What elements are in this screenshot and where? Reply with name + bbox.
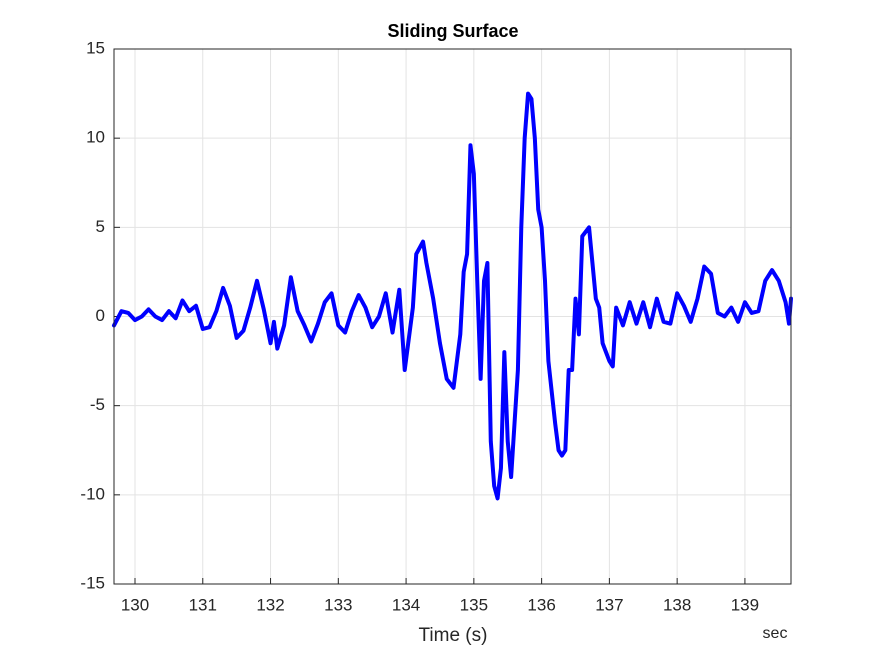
y-tick-label: -10 <box>80 484 105 503</box>
annotation: sec <box>763 625 788 642</box>
x-tick-label: 135 <box>460 595 488 614</box>
y-tick-label: -15 <box>80 573 105 592</box>
y-tick-label: 15 <box>86 38 105 57</box>
x-tick-label: 138 <box>663 595 691 614</box>
x-tick-label: 134 <box>392 595 420 614</box>
y-tick-label: 10 <box>86 128 105 147</box>
x-tick-label: 130 <box>121 595 149 614</box>
x-tick-label: 137 <box>595 595 623 614</box>
axes-box <box>113 48 792 585</box>
x-tick-label: 131 <box>189 595 217 614</box>
x-tick-label: 139 <box>731 595 759 614</box>
x-tick-label: 136 <box>527 595 555 614</box>
y-tick-label: 5 <box>96 217 105 236</box>
data-line <box>112 91 793 501</box>
x-tick-label: 133 <box>324 595 352 614</box>
chart-title: Sliding Surface <box>387 21 518 41</box>
y-tick-label: 0 <box>96 306 105 325</box>
x-axis-label: Time (s) <box>419 625 488 646</box>
y-tick-label: -5 <box>90 395 105 414</box>
x-tick-label: 132 <box>256 595 284 614</box>
